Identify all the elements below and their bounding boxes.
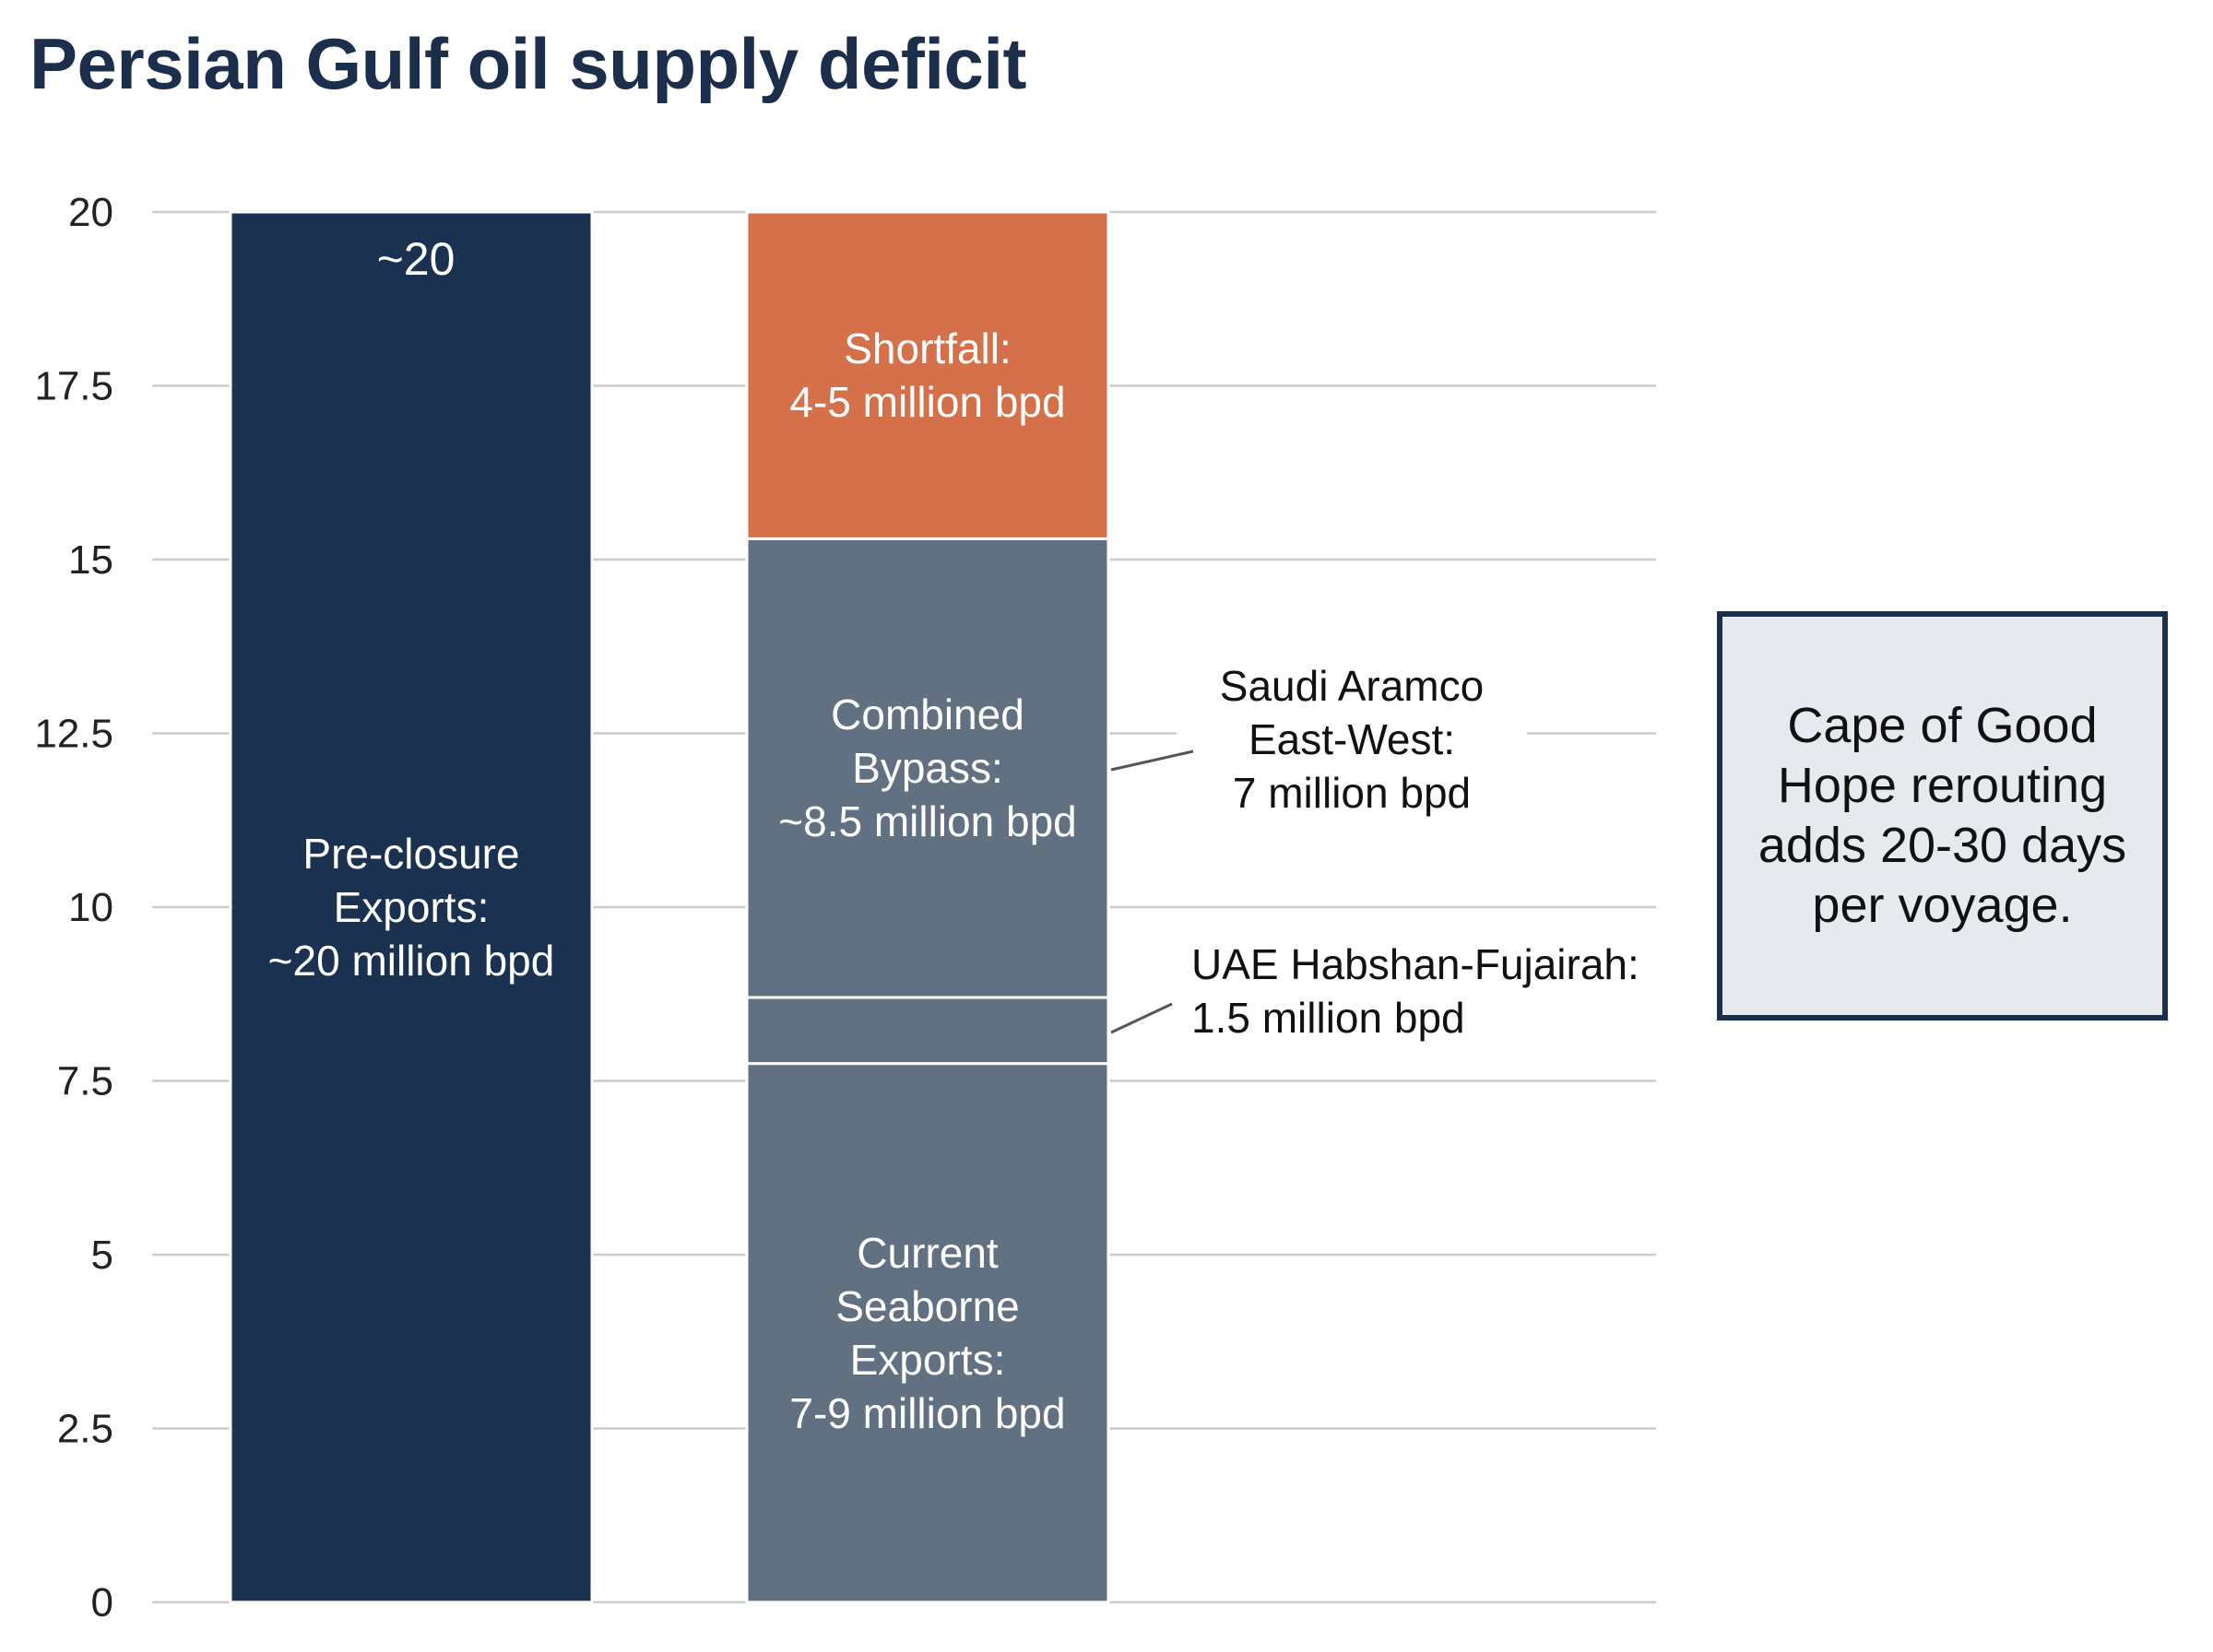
y-tick-label: 17.5 — [34, 364, 113, 409]
callout-label: 1.5 million bpd — [1191, 994, 1465, 1042]
bar-segment — [745, 996, 1110, 1066]
callout-label: UAE Habshan-Fujairah: — [1191, 940, 1639, 988]
chart-title: Persian Gulf oil supply deficit — [30, 23, 1027, 104]
callouts: Saudi Aramco East-West: 7 million bpd UAE H… — [1110, 656, 1658, 1055]
segment-label: Current — [857, 1229, 999, 1277]
bar-segment — [745, 210, 1110, 540]
bar-segment — [745, 537, 1110, 999]
y-tick-label: 20 — [68, 190, 113, 235]
segment-label: ~20 million bpd — [268, 937, 555, 985]
callout-leader-line — [1110, 749, 1194, 772]
bar-top-label: ~20 — [377, 233, 456, 285]
segment-label: 7-9 million bpd — [789, 1389, 1065, 1437]
callout-background — [1178, 935, 1658, 1055]
bar-segment — [229, 210, 594, 1604]
bar-segment — [745, 1062, 1110, 1604]
y-tick-label: 12.5 — [34, 712, 113, 757]
y-tick-label: 10 — [68, 885, 113, 930]
y-tick-label: 2.5 — [57, 1407, 113, 1452]
segment-label: Shortfall: — [844, 324, 1012, 372]
y-tick-label: 7.5 — [57, 1059, 113, 1104]
segment-label: ~8.5 million bpd — [778, 797, 1076, 845]
y-tick-label: 0 — [91, 1580, 113, 1625]
segment-label: Combined — [831, 690, 1024, 738]
callout-label: East-West: — [1249, 715, 1455, 763]
callout-label: 7 million bpd — [1233, 769, 1471, 817]
bars: Pre-closure Exports: ~20 million bpd ~20 Cur… — [229, 210, 1110, 1604]
segment-label: Pre-closure — [302, 830, 519, 878]
note-box: Cape of Good Hope rerouting adds 20-30 d… — [1717, 611, 2168, 1021]
segment-label: 4-5 million bpd — [789, 378, 1065, 426]
callout-label: Saudi Aramco — [1220, 662, 1484, 710]
note-text: Cape of Good Hope rerouting adds 20-30 d… — [1757, 698, 2127, 933]
segment-label: Exports: — [334, 883, 490, 931]
y-tick-label: 15 — [68, 537, 113, 583]
segment-label: Bypass: — [852, 744, 1003, 792]
segment-label: Seaborne — [835, 1282, 1020, 1330]
y-tick-label: 5 — [91, 1233, 113, 1278]
segment-label: Exports: — [850, 1336, 1006, 1384]
y-axis-ticks: 0 2.5 5 7.5 10 12.5 15 17.5 20 — [34, 190, 113, 1625]
callout-background — [1177, 656, 1527, 830]
callout-leader-line — [1110, 1002, 1173, 1034]
